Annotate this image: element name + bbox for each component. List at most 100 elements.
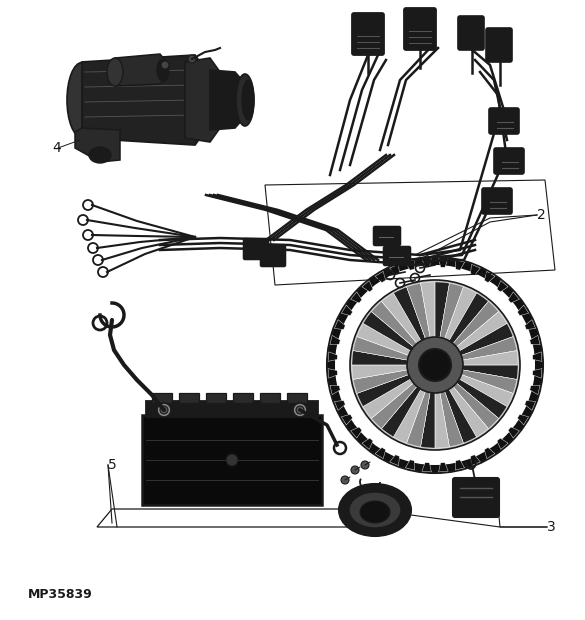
Polygon shape bbox=[525, 401, 536, 410]
Ellipse shape bbox=[360, 501, 390, 523]
Polygon shape bbox=[328, 369, 338, 378]
FancyBboxPatch shape bbox=[489, 108, 519, 134]
FancyBboxPatch shape bbox=[486, 28, 512, 62]
Circle shape bbox=[188, 55, 196, 63]
Polygon shape bbox=[532, 369, 542, 378]
Bar bbox=[287, 393, 307, 403]
Ellipse shape bbox=[89, 147, 111, 163]
Polygon shape bbox=[407, 391, 430, 447]
Polygon shape bbox=[405, 260, 415, 270]
Polygon shape bbox=[463, 365, 518, 379]
Polygon shape bbox=[390, 454, 400, 466]
Circle shape bbox=[361, 461, 369, 469]
Polygon shape bbox=[362, 438, 373, 450]
Polygon shape bbox=[525, 320, 536, 329]
Polygon shape bbox=[517, 305, 529, 316]
Polygon shape bbox=[484, 448, 495, 459]
Ellipse shape bbox=[107, 58, 123, 86]
Circle shape bbox=[161, 61, 169, 69]
Circle shape bbox=[351, 466, 359, 474]
Polygon shape bbox=[439, 258, 448, 267]
Text: MP35839: MP35839 bbox=[28, 588, 93, 601]
Polygon shape bbox=[453, 301, 498, 347]
Polygon shape bbox=[532, 352, 542, 361]
Ellipse shape bbox=[157, 59, 169, 81]
Polygon shape bbox=[497, 438, 508, 450]
Polygon shape bbox=[508, 292, 519, 303]
Polygon shape bbox=[517, 414, 529, 425]
Polygon shape bbox=[470, 454, 480, 466]
Polygon shape bbox=[375, 448, 386, 459]
Polygon shape bbox=[435, 282, 449, 337]
Polygon shape bbox=[445, 389, 477, 443]
Polygon shape bbox=[455, 260, 464, 270]
Bar bbox=[142, 415, 322, 505]
Polygon shape bbox=[371, 383, 417, 428]
Polygon shape bbox=[342, 414, 353, 425]
Polygon shape bbox=[185, 58, 220, 142]
Polygon shape bbox=[330, 385, 340, 394]
Polygon shape bbox=[357, 374, 411, 407]
Polygon shape bbox=[456, 312, 507, 351]
FancyBboxPatch shape bbox=[243, 239, 269, 260]
Polygon shape bbox=[456, 379, 507, 418]
Polygon shape bbox=[335, 401, 345, 410]
Bar bbox=[233, 393, 253, 403]
FancyBboxPatch shape bbox=[458, 16, 484, 50]
Polygon shape bbox=[422, 258, 431, 267]
Polygon shape bbox=[449, 386, 488, 437]
Polygon shape bbox=[115, 54, 165, 86]
Polygon shape bbox=[422, 463, 431, 472]
Circle shape bbox=[350, 280, 520, 450]
FancyBboxPatch shape bbox=[453, 478, 499, 517]
Bar bbox=[146, 401, 318, 417]
Polygon shape bbox=[357, 324, 411, 355]
Polygon shape bbox=[453, 383, 498, 428]
Bar bbox=[179, 393, 199, 403]
Polygon shape bbox=[353, 370, 409, 393]
Polygon shape bbox=[462, 337, 517, 360]
Polygon shape bbox=[381, 386, 421, 437]
Polygon shape bbox=[381, 293, 421, 343]
Polygon shape bbox=[508, 427, 519, 438]
Polygon shape bbox=[439, 463, 448, 472]
Polygon shape bbox=[352, 365, 407, 379]
Polygon shape bbox=[463, 350, 518, 365]
Polygon shape bbox=[435, 392, 449, 448]
Polygon shape bbox=[421, 282, 435, 337]
Polygon shape bbox=[470, 264, 480, 275]
Polygon shape bbox=[405, 460, 415, 470]
Ellipse shape bbox=[349, 492, 401, 528]
Bar bbox=[152, 393, 172, 403]
Text: 3: 3 bbox=[547, 520, 556, 534]
Polygon shape bbox=[421, 392, 435, 448]
Circle shape bbox=[296, 406, 304, 414]
Ellipse shape bbox=[67, 63, 97, 138]
Bar bbox=[260, 393, 280, 403]
Polygon shape bbox=[363, 312, 414, 351]
Polygon shape bbox=[440, 283, 463, 339]
Polygon shape bbox=[371, 301, 417, 347]
Text: 2: 2 bbox=[537, 208, 546, 222]
Polygon shape bbox=[497, 281, 508, 292]
Polygon shape bbox=[342, 305, 353, 316]
Polygon shape bbox=[462, 370, 517, 393]
FancyBboxPatch shape bbox=[384, 247, 411, 265]
Polygon shape bbox=[440, 391, 463, 447]
Polygon shape bbox=[375, 272, 386, 283]
Polygon shape bbox=[530, 335, 540, 345]
Polygon shape bbox=[328, 352, 338, 361]
Polygon shape bbox=[445, 287, 477, 341]
Circle shape bbox=[407, 337, 463, 393]
FancyBboxPatch shape bbox=[494, 148, 524, 174]
Polygon shape bbox=[352, 350, 407, 365]
Polygon shape bbox=[75, 128, 120, 162]
Polygon shape bbox=[350, 292, 362, 303]
Polygon shape bbox=[350, 427, 362, 438]
Polygon shape bbox=[407, 283, 430, 339]
Bar bbox=[206, 393, 226, 403]
Circle shape bbox=[293, 403, 307, 417]
Polygon shape bbox=[530, 385, 540, 394]
Polygon shape bbox=[363, 379, 414, 418]
Polygon shape bbox=[335, 320, 345, 329]
